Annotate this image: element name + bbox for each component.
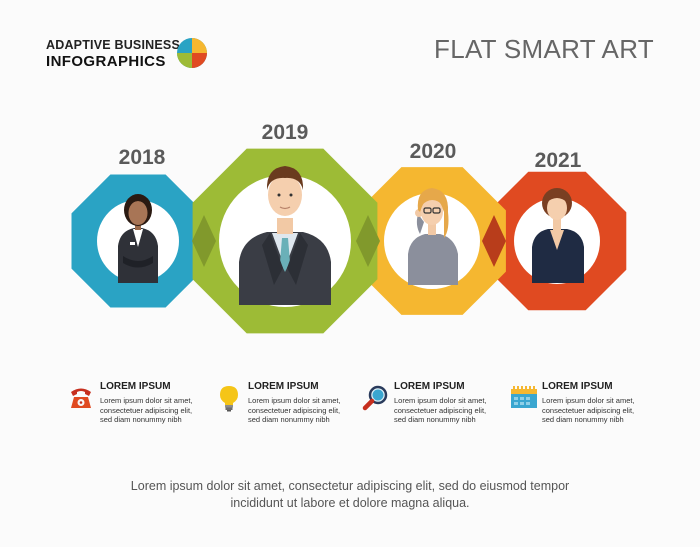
calendar-icon [511, 386, 537, 408]
year-label-2018: 2018 [118, 146, 166, 169]
info-text-1-line-2: consectetuer adipiscing elit, [100, 405, 193, 415]
info-text-3-line-3: sed diam nonummy nibh [394, 415, 476, 424]
year-label-2019: 2019 [261, 121, 309, 144]
info-text-1: Lorem ipsum dolor sit amet, consectetuer… [100, 396, 218, 425]
year-label-2020: 2020 [409, 140, 457, 163]
info-text-4-line-1: Lorem ipsum dolor sit amet, [542, 396, 635, 405]
info-text-1-line-3: sed diam nonummy nibh [100, 415, 182, 424]
businessman-figure [239, 166, 331, 305]
businesswoman-figure [532, 188, 584, 283]
info-text-3: Lorem ipsum dolor sit amet, consectetuer… [394, 396, 512, 425]
magnifier-icon [362, 385, 388, 411]
footer-line-2: incididunt ut labore et dolore magna ali… [230, 496, 470, 510]
woman-glasses-figure [408, 188, 458, 285]
info-text-4-line-3: sed diam nonummy nibh [542, 415, 624, 424]
info-heading-3: LOREM IPSUM [394, 381, 465, 392]
page-title: FLAT SMART ART [434, 34, 654, 64]
ring-overlap-3 [482, 215, 506, 267]
info-heading-1: LOREM IPSUM [100, 381, 171, 392]
ring-overlap-1 [192, 215, 216, 267]
info-text-1-line-1: Lorem ipsum dolor sit amet, [100, 396, 193, 405]
year-label-2021: 2021 [534, 149, 582, 172]
info-text-2-line-2: consectetuer adipiscing elit, [248, 405, 341, 415]
pie-logo-icon [177, 38, 207, 68]
info-heading-2: LOREM IPSUM [248, 381, 319, 392]
info-text-2-line-3: sed diam nonummy nibh [248, 415, 330, 424]
woman-receptionist-figure [118, 194, 158, 283]
lightbulb-icon [220, 386, 238, 412]
info-text-2-line-1: Lorem ipsum dolor sit amet, [248, 396, 341, 405]
info-text-4-line-2: consectetuer adipiscing elit, [542, 405, 635, 415]
info-text-3-line-2: consectetuer adipiscing elit, [394, 405, 487, 415]
info-heading-4: LOREM IPSUM [542, 381, 613, 392]
info-text-2: Lorem ipsum dolor sit amet, consectetuer… [248, 396, 366, 425]
telephone-icon [71, 388, 91, 408]
brand-line-1: ADAPTIVE BUSINESS [46, 38, 180, 52]
info-text-4: Lorem ipsum dolor sit amet, consectetuer… [542, 396, 660, 425]
footer-line-1: Lorem ipsum dolor sit amet, consectetur … [130, 479, 570, 493]
footer-text: Lorem ipsum dolor sit amet, consectetur … [0, 478, 700, 512]
brand-line-2: INFOGRAPHICS [46, 53, 166, 70]
info-text-3-line-1: Lorem ipsum dolor sit amet, [394, 396, 487, 405]
ring-overlap-2 [356, 215, 380, 267]
brand-block: ADAPTIVE BUSINESS INFOGRAPHICS [46, 38, 180, 70]
